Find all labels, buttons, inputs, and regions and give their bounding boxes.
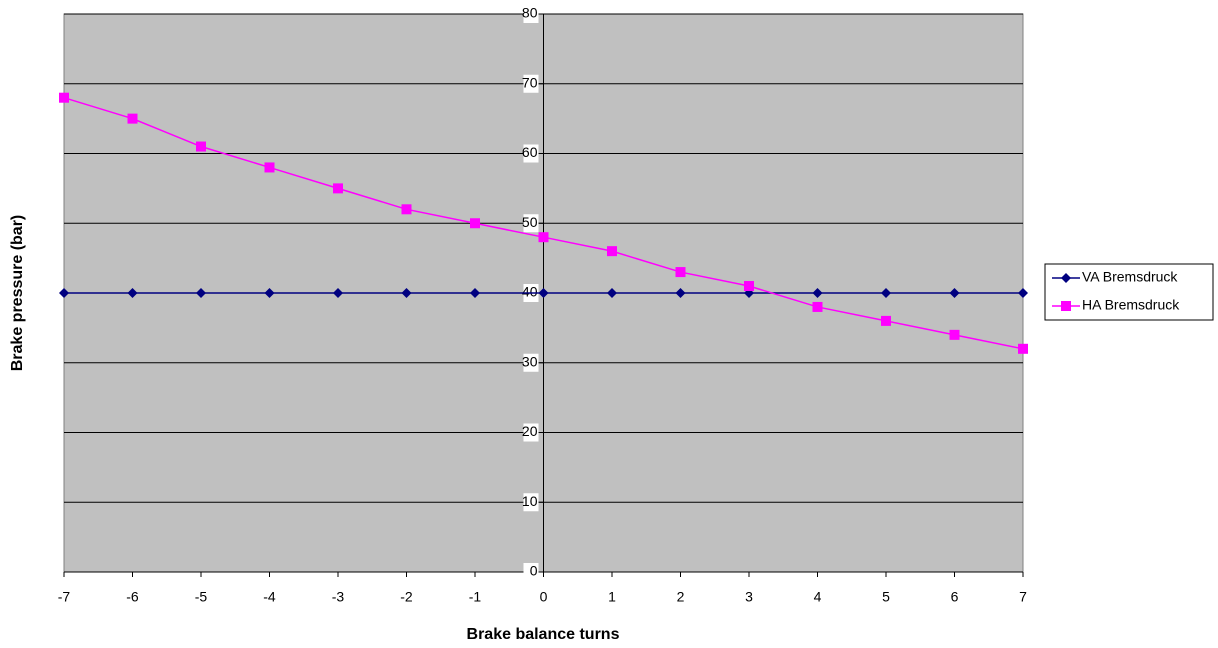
y-tick-label-bg xyxy=(523,423,539,442)
x-tick-label: 0 xyxy=(540,589,548,605)
x-tick-label: 3 xyxy=(745,589,753,605)
marker xyxy=(1061,301,1071,311)
marker xyxy=(470,288,480,298)
y-tick-label-bg xyxy=(523,214,539,233)
marker xyxy=(264,162,275,173)
marker xyxy=(1061,273,1071,283)
x-tick-label: 7 xyxy=(1019,589,1027,605)
marker xyxy=(401,204,412,215)
marker xyxy=(1018,343,1028,354)
x-tick-label: -3 xyxy=(332,589,345,605)
y-tick-label-bg xyxy=(523,144,539,163)
y-tick-label: 20 xyxy=(522,423,538,439)
y-tick-label: 60 xyxy=(522,144,538,160)
marker xyxy=(949,329,960,340)
legend-box xyxy=(1044,263,1214,321)
marker xyxy=(1018,288,1028,298)
y-tick-label: 30 xyxy=(522,353,538,369)
legend-label: VA Bremsdruck xyxy=(1082,269,1178,285)
marker xyxy=(401,288,412,298)
marker xyxy=(196,288,206,298)
marker xyxy=(949,288,960,298)
y-tick-label-bg xyxy=(523,74,539,93)
y-tick-label: 40 xyxy=(522,284,538,300)
x-tick-label: 5 xyxy=(882,589,890,605)
x-tick-label: -6 xyxy=(126,589,139,605)
x-tick-label: -4 xyxy=(263,589,276,605)
marker xyxy=(881,315,891,326)
marker xyxy=(675,267,686,278)
x-tick-label: -5 xyxy=(195,589,208,605)
marker xyxy=(812,288,823,298)
x-tick-label: -7 xyxy=(58,589,71,605)
marker xyxy=(59,92,69,103)
x-tick-label: 2 xyxy=(677,589,685,605)
marker xyxy=(744,281,754,292)
x-tick-label: -1 xyxy=(469,589,482,605)
marker xyxy=(607,246,617,257)
legend-label: HA Bremsdruck xyxy=(1082,297,1180,313)
y-tick-label: 70 xyxy=(522,74,538,90)
x-axis-title: Brake balance turns xyxy=(467,626,620,643)
marker xyxy=(127,288,138,298)
y-tick-label-bg xyxy=(523,563,539,581)
x-tick-label: 4 xyxy=(814,589,822,605)
marker xyxy=(607,288,617,298)
marker xyxy=(333,183,343,194)
marker xyxy=(127,113,138,124)
y-tick-label-bg xyxy=(523,493,539,512)
x-tick-label: -2 xyxy=(400,589,413,605)
marker xyxy=(333,288,343,298)
y-tick-label-bg xyxy=(523,353,539,372)
marker xyxy=(881,288,891,298)
marker xyxy=(59,288,69,298)
marker xyxy=(812,301,823,312)
y-tick-label: 10 xyxy=(522,493,538,509)
marker xyxy=(470,218,480,229)
y-tick-label-bg xyxy=(523,5,539,23)
y-tick-label: 80 xyxy=(522,5,538,21)
marker xyxy=(538,232,549,243)
x-tick-label: 1 xyxy=(608,589,616,605)
y-tick-label: 0 xyxy=(530,563,538,579)
marker xyxy=(675,288,686,298)
y-tick-label: 50 xyxy=(522,214,538,230)
y-axis-title: Brake pressure (bar) xyxy=(9,215,26,372)
marker xyxy=(538,288,549,298)
x-tick-label: 6 xyxy=(951,589,959,605)
marker xyxy=(264,288,275,298)
marker xyxy=(196,141,206,152)
